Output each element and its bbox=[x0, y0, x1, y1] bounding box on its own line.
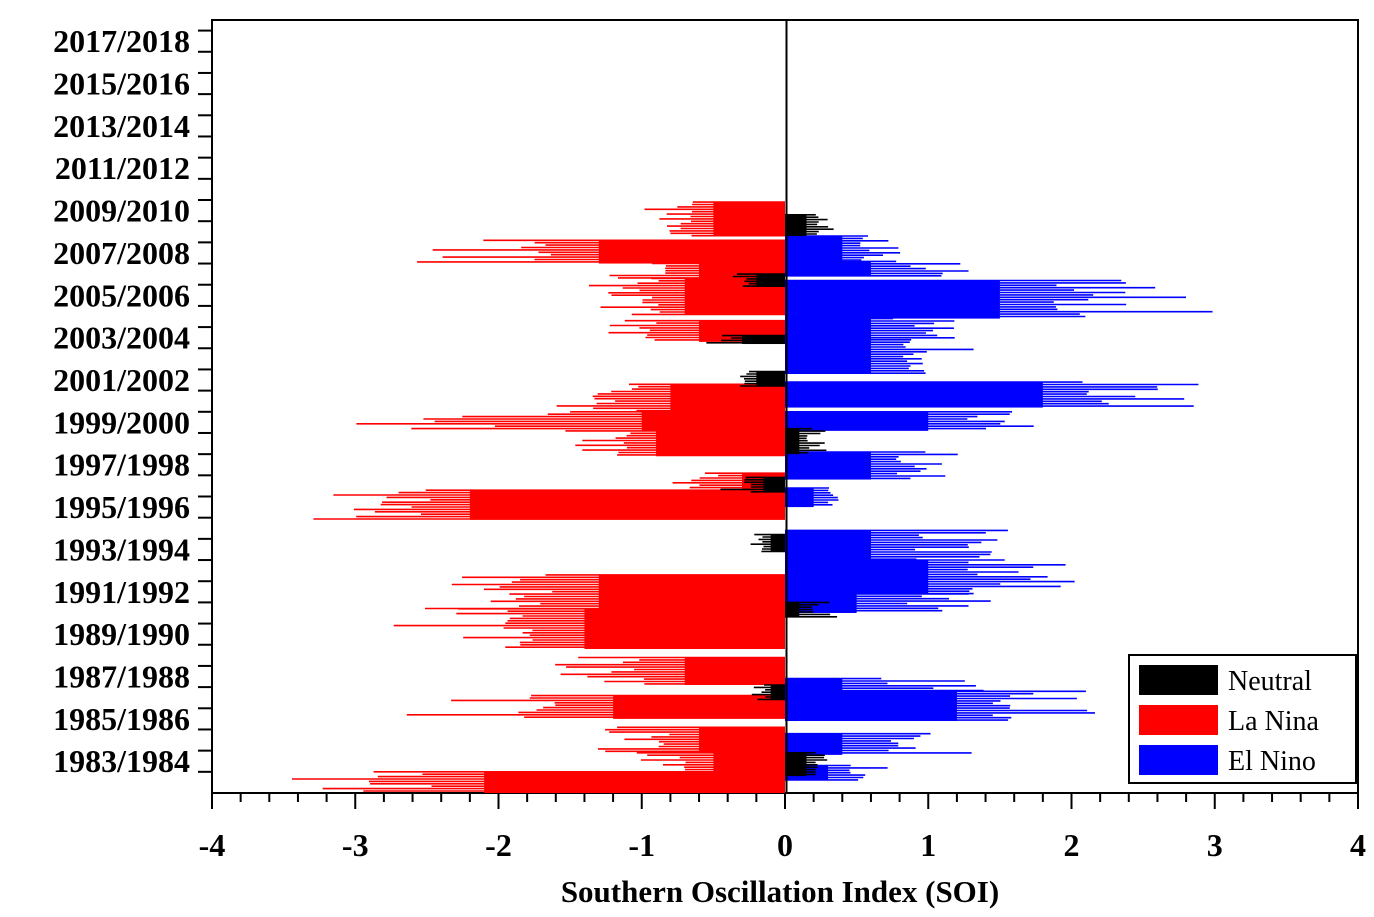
bars-group bbox=[292, 201, 1213, 793]
legend-swatch-la-nina bbox=[1139, 705, 1218, 735]
y-tick-label: 2009/2010 bbox=[53, 193, 190, 229]
y-tick-label: 1993/1994 bbox=[53, 531, 190, 567]
y-tick-label: 2015/2016 bbox=[53, 66, 190, 102]
bar-core-neutral-9 bbox=[785, 214, 807, 237]
y-tick-label: 2017/2018 bbox=[53, 23, 190, 59]
x-tick-label: 2 bbox=[1064, 827, 1080, 863]
x-tick-label: -3 bbox=[342, 827, 369, 863]
x-tick-label: -4 bbox=[199, 827, 226, 863]
y-tick-label: 1999/2000 bbox=[53, 404, 190, 440]
x-tick-label: 1 bbox=[920, 827, 936, 863]
x-tick-label: 4 bbox=[1350, 827, 1366, 863]
y-tick-label: 1987/1988 bbox=[53, 659, 190, 695]
y-tick-label: 2007/2008 bbox=[53, 235, 190, 271]
legend-label: El Nino bbox=[1228, 746, 1316, 777]
x-tick-label: 0 bbox=[777, 827, 793, 863]
legend: Neutral La Nina El Nino bbox=[1128, 654, 1357, 784]
y-tick-label: 2011/2012 bbox=[55, 150, 190, 186]
y-tick-label: 1997/1998 bbox=[53, 447, 190, 483]
y-tick-label: 2001/2002 bbox=[53, 362, 190, 398]
legend-label: Neutral bbox=[1228, 666, 1312, 697]
y-tick-label: 1995/1996 bbox=[53, 489, 190, 525]
x-axis: -4 -3 -2 -1 0 1 2 3 4 bbox=[199, 793, 1366, 863]
y-tick-label: 1983/1984 bbox=[53, 743, 190, 779]
x-tick-label: -1 bbox=[628, 827, 655, 863]
x-tick-label: 3 bbox=[1207, 827, 1223, 863]
y-axis: 1983/1984 1985/1986 1987/1988 1989/1990 1991… bbox=[53, 23, 212, 779]
y-tick-label: 2005/2006 bbox=[53, 277, 190, 313]
legend-swatch-el-nino bbox=[1139, 745, 1218, 775]
legend-swatch-neutral bbox=[1139, 665, 1218, 695]
legend-label: La Nina bbox=[1228, 706, 1320, 737]
x-tick-label: -2 bbox=[485, 827, 512, 863]
y-tick-label: 1985/1986 bbox=[53, 701, 190, 737]
y-tick-label: 1989/1990 bbox=[53, 616, 190, 652]
y-tick-label: 2003/2004 bbox=[53, 320, 190, 356]
y-tick-label: 1991/1992 bbox=[53, 574, 190, 610]
x-axis-title: Southern Oscillation Index (SOI) bbox=[561, 874, 999, 909]
y-tick-label: 2013/2014 bbox=[53, 108, 190, 144]
